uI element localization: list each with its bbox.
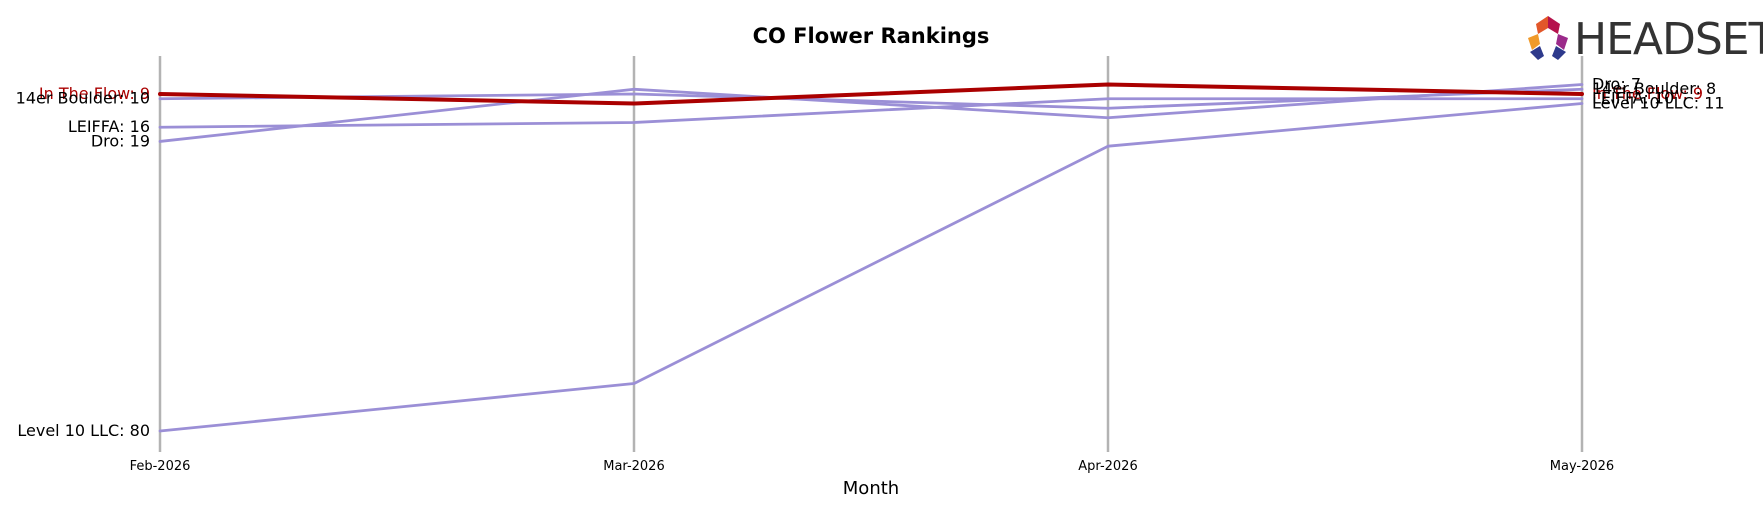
series-lines <box>158 82 1584 433</box>
chart-title: CO Flower Rankings <box>753 24 990 48</box>
logo-mark-left <box>1528 34 1540 50</box>
logo-mark-top-left <box>1536 16 1548 34</box>
end-label-dro: Dro: 7 <box>1592 74 1641 93</box>
logo-mark-top-right <box>1548 16 1560 34</box>
logo-mark-right <box>1556 34 1568 50</box>
series-line-leiffa <box>158 97 1584 129</box>
series-line-in-the-flow <box>158 82 1584 106</box>
end-label-14er-boulder: 14er Boulder: 8 <box>1592 79 1716 98</box>
end-label-leiffa: LEIFFA: 10 <box>1592 89 1674 108</box>
start-label-level-10-llc: Level 10 LLC: 80 <box>17 421 150 440</box>
logo-wordmark: HEADSET <box>1574 14 1763 65</box>
series-line-dro <box>158 83 1584 143</box>
x-tick-labels: Feb-2026 Mar-2026 Apr-2026 May-2026 <box>130 459 1615 474</box>
x-tick-apr-2026: Apr-2026 <box>1078 459 1137 474</box>
x-tick-mar-2026: Mar-2026 <box>603 459 664 474</box>
start-label-leiffa: LEIFFA: 16 <box>68 117 150 136</box>
x-axis-label: Month <box>843 478 899 499</box>
series-line-level-10-llc <box>158 102 1584 433</box>
logo-mark-bottom-left <box>1530 46 1544 60</box>
headset-logo: HEADSET <box>1528 14 1763 65</box>
x-tick-feb-2026: Feb-2026 <box>130 459 191 474</box>
end-label-level-10-llc: Level 10 LLC: 11 <box>1592 93 1725 112</box>
vertical-gridlines <box>158 56 1584 452</box>
end-label-in-the-flow: In The Flow: 9 <box>1592 84 1703 103</box>
logo-mark-bottom-right <box>1552 46 1566 60</box>
start-label-dro: Dro: 19 <box>91 131 150 150</box>
x-tick-may-2026: May-2026 <box>1550 459 1614 474</box>
start-label-14er-boulder: 14er Boulder: 10 <box>16 89 150 108</box>
start-label-in-the-flow: In The Flow: 9 <box>39 84 150 103</box>
